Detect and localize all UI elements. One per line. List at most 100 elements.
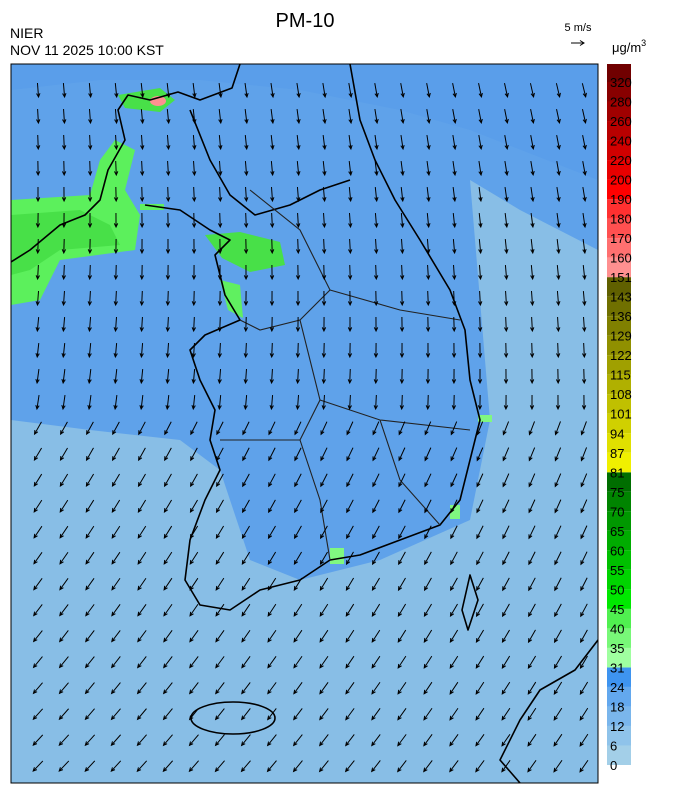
- wind-arrow: [528, 551, 536, 566]
- wind-arrow: [426, 135, 431, 151]
- colorbar-segment: [607, 413, 631, 434]
- wind-arrow: [163, 630, 173, 643]
- wind-arrow: [399, 342, 405, 359]
- green-patch: [220, 280, 243, 318]
- wind-arrow: [216, 421, 224, 436]
- wind-arrow: [374, 83, 379, 99]
- wind-arrow: [581, 394, 587, 411]
- wind-arrow: [452, 83, 457, 99]
- wind-arrow: [241, 499, 250, 514]
- wind-arrow: [84, 734, 96, 747]
- wind-arrow: [345, 603, 355, 617]
- wind-arrow: [372, 473, 380, 488]
- wind-arrow: [502, 447, 510, 462]
- wind-arrow: [319, 682, 329, 695]
- wind-arrow: [501, 681, 511, 695]
- wind-arrow: [241, 551, 251, 565]
- wind-arrow: [163, 499, 173, 514]
- wind-arrow: [319, 551, 328, 566]
- wind-arrow: [33, 604, 43, 617]
- wind-arrow: [476, 525, 484, 540]
- wind-arrow: [371, 629, 381, 643]
- wind-arrow: [400, 109, 405, 125]
- wind-arrow: [113, 264, 119, 281]
- wind-arrow: [423, 629, 433, 643]
- wind-arrow: [241, 525, 250, 540]
- wind-arrow: [451, 368, 457, 385]
- wind-arrow: [293, 551, 303, 566]
- wind-arrow: [59, 473, 69, 487]
- wind-arrow: [371, 734, 381, 747]
- wind-arrow: [241, 682, 251, 695]
- wind-arrow: [191, 212, 197, 229]
- wind-arrow: [164, 447, 172, 462]
- wind-arrow: [61, 316, 66, 333]
- wind-arrow: [449, 734, 459, 747]
- wind-arrow: [268, 421, 276, 436]
- wind-arrow: [555, 368, 561, 385]
- wind-arrow: [477, 368, 483, 385]
- colorbar-segment: [607, 394, 631, 414]
- wind-arrow: [582, 264, 587, 281]
- wind-arrow: [191, 394, 196, 411]
- wind-arrow: [267, 577, 277, 591]
- wind-arrow: [319, 708, 329, 721]
- wind-arrow: [188, 708, 199, 721]
- wind-arrow: [372, 421, 380, 436]
- wind-arrow: [244, 82, 249, 99]
- wind-arrow: [322, 83, 327, 99]
- wind-arrow: [35, 342, 40, 359]
- wind-arrow: [579, 733, 589, 747]
- wind-arrow: [425, 368, 431, 385]
- wind-arrow: [478, 264, 483, 281]
- wind-arrow: [321, 394, 326, 411]
- wind-arrow: [266, 760, 277, 773]
- wind-arrow: [215, 656, 225, 669]
- wind-arrow: [504, 135, 509, 151]
- wind-arrow: [62, 134, 67, 151]
- wind-arrow: [35, 186, 41, 203]
- wind-arrow: [554, 603, 562, 618]
- wind-arrow: [348, 212, 353, 229]
- wind-arrow: [580, 473, 588, 488]
- wind-arrow: [33, 525, 43, 539]
- wind-arrow: [556, 109, 561, 124]
- wind-arrow: [137, 630, 147, 643]
- wind-arrow: [242, 421, 250, 436]
- wind-arrow: [189, 551, 199, 565]
- wind-arrow: [527, 707, 537, 721]
- wind-arrow: [397, 577, 406, 592]
- wind-arrow: [138, 447, 146, 462]
- higher-concentration-area: [11, 64, 598, 580]
- wind-arrow: [345, 681, 355, 695]
- wind-arrow: [450, 551, 458, 566]
- wind-arrow: [137, 604, 147, 617]
- wind-arrow: [400, 238, 405, 255]
- wind-arrow: [165, 316, 170, 333]
- wind-arrow: [579, 681, 589, 695]
- wind-arrow: [165, 238, 171, 255]
- wind-arrow: [348, 238, 353, 255]
- colorbar-label: 75: [610, 485, 624, 500]
- wind-arrow: [114, 134, 119, 151]
- wind-arrow: [399, 368, 405, 385]
- wind-arrow: [452, 186, 457, 203]
- wind-arrow: [504, 83, 509, 98]
- wind-arrow: [553, 681, 563, 695]
- wind-arrow: [243, 316, 249, 333]
- wind-arrow: [582, 213, 587, 229]
- wind-arrow: [217, 316, 223, 333]
- wind-arrow: [33, 499, 43, 513]
- colorbar-segment: [607, 335, 631, 356]
- wind-arrow: [137, 525, 147, 539]
- wind-arrow: [191, 264, 197, 281]
- wind-arrow: [191, 290, 197, 307]
- wind-arrow: [139, 394, 144, 411]
- wind-arrow: [84, 682, 95, 695]
- colorbar-segment: [607, 277, 631, 297]
- colorbar-segment: [607, 374, 631, 395]
- wind-arrow: [424, 551, 432, 566]
- wind-arrow: [320, 525, 328, 540]
- wind-arrow: [87, 264, 93, 281]
- wind-arrow: [269, 264, 275, 281]
